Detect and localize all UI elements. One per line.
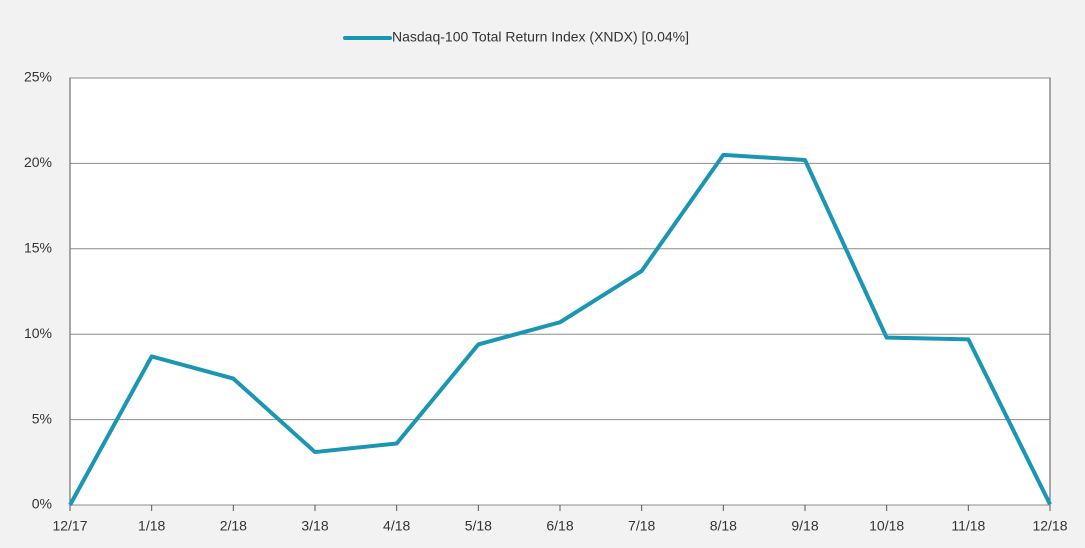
- y-tick-label: 20%: [24, 154, 52, 170]
- data-line: [68, 152, 1052, 506]
- y-tick-label: 5%: [32, 410, 52, 426]
- y-tick-label: 0%: [32, 496, 52, 512]
- plot-area: [69, 77, 1051, 506]
- x-tick-label: 6/18: [546, 518, 573, 534]
- x-tick-label: 8/18: [710, 518, 737, 534]
- y-tick-label: 15%: [24, 240, 52, 256]
- x-tick-label: 3/18: [301, 518, 328, 534]
- y-tick-label: 25%: [24, 69, 52, 85]
- x-tick-label: 4/18: [383, 518, 410, 534]
- y-tick-label: 10%: [24, 325, 52, 341]
- x-tick-label: 10/18: [869, 518, 904, 534]
- x-tick-label: 1/18: [138, 518, 165, 534]
- x-tick-label: 12/18: [1032, 518, 1067, 534]
- x-tick-label: 5/18: [465, 518, 492, 534]
- legend-label: Nasdaq-100 Total Return Index (XNDX) [0.…: [392, 29, 689, 45]
- x-tick-label: 11/18: [951, 518, 985, 534]
- x-tick-label: 7/18: [628, 518, 655, 534]
- x-tick-label: 12/17: [52, 518, 87, 534]
- x-tick-label: 2/18: [220, 518, 247, 534]
- x-tick-label: 9/18: [791, 518, 818, 534]
